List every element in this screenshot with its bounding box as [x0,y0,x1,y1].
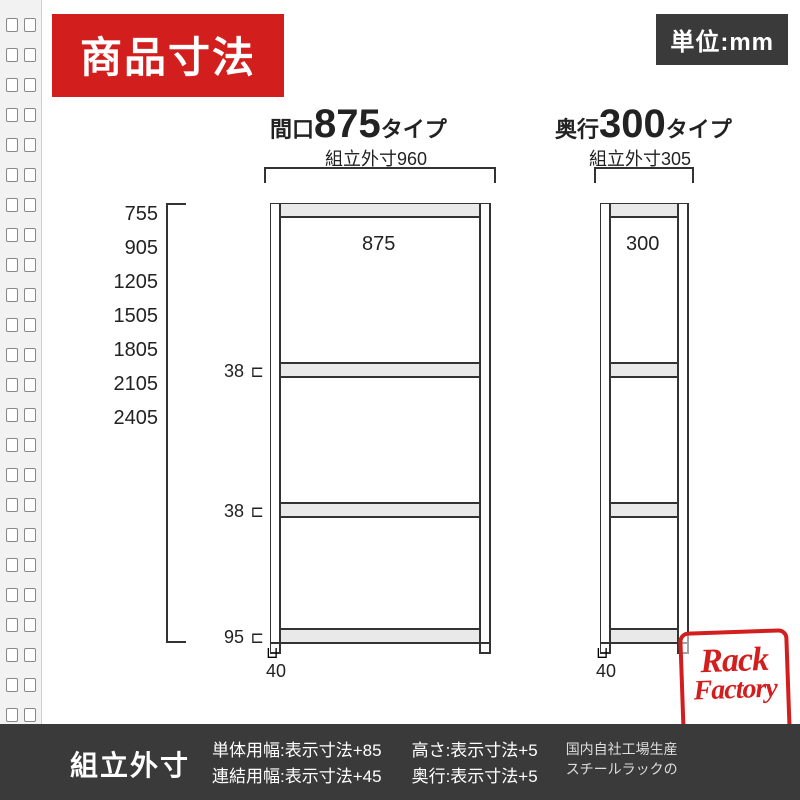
height-option-list: 755 905 1205 1505 1805 2105 2405 [92,203,158,430]
stamp-line-2: Factory [684,672,787,708]
side-heading-value: 300 [599,102,666,146]
shelf-thickness-label-1: 38 ⊏ [224,361,264,382]
height-option: 2405 [92,407,158,430]
assembly-label: 組立外寸 [0,724,212,800]
side-outer-width-label: 組立外寸305 [589,145,691,171]
side-post-width-label: 40 [596,661,616,682]
page-title: 商品寸法 [80,34,256,81]
note-width-linked: 連結用幅:表示寸法+45 [212,764,382,790]
front-outer-width-label: 組立外寸960 [325,145,427,171]
title-banner: 商品寸法 [52,14,284,97]
side-heading-suffix: タイプ [666,117,732,142]
shelf-thickness-label-2: 38 ⊏ [224,501,264,522]
height-option: 2105 [92,373,158,396]
unit-badge: 単位:mm [656,14,788,65]
side-elevation-drawing [600,203,690,663]
height-option: 1505 [92,305,158,328]
height-option: 1205 [92,271,158,294]
front-outer-width-bracket [264,167,496,195]
tagline-1: 国内自社工場生産 [566,740,678,760]
side-type-heading: 奥行300タイプ [555,102,732,147]
dimension-diagram: 75590512051505180521052405 組立外寸960 組立外寸3… [60,155,780,675]
note-height: 高さ:表示寸法+5 [412,738,538,764]
front-heading-prefix: 間口 [270,117,314,142]
bottom-gap-label: 95 ⊏ [224,627,264,648]
front-elevation-drawing [270,203,492,663]
assembly-notes-col-2: 高さ:表示寸法+5 奥行:表示寸法+5 [392,724,548,800]
side-heading-prefix: 奥行 [555,117,599,142]
front-heading-value: 875 [314,102,381,146]
front-inner-width-label: 875 [362,233,395,256]
height-option: 1805 [92,339,158,362]
tagline-2: スチールラックの [566,760,678,780]
front-type-heading: 間口875タイプ [270,102,447,147]
decorative-edge-strip [0,0,42,800]
unit-label: 単位:mm [670,29,774,56]
brand-tagline: 国内自社工場生産 スチールラックの [548,724,678,800]
note-depth: 奥行:表示寸法+5 [412,764,538,790]
height-option: 905 [92,237,158,260]
assembly-notes-col-1: 単体用幅:表示寸法+85 連結用幅:表示寸法+45 [212,724,392,800]
height-bracket [166,203,184,643]
height-option: 755 [92,203,158,226]
assembly-notes-bar: 組立外寸 単体用幅:表示寸法+85 連結用幅:表示寸法+45 高さ:表示寸法+5… [0,724,800,800]
side-outer-width-bracket [594,167,694,195]
side-inner-width-label: 300 [626,233,659,256]
note-width-standalone: 単体用幅:表示寸法+85 [212,738,382,764]
front-heading-suffix: タイプ [381,117,447,142]
front-post-width-label: 40 [266,661,286,682]
